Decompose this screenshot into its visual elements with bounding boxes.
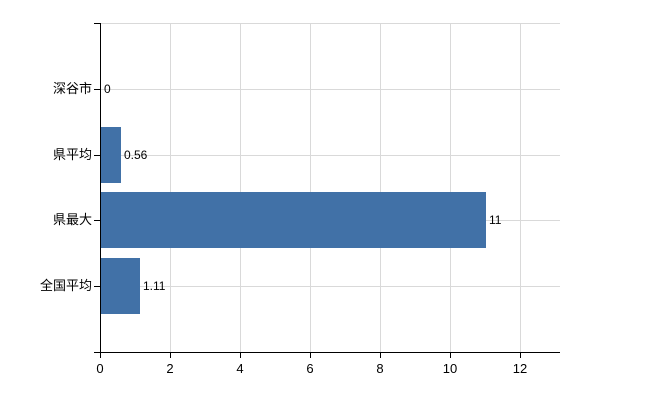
- x-axis-line: [94, 352, 560, 353]
- x-gridline: [520, 23, 522, 352]
- x-axis-tick: [170, 353, 171, 358]
- y-gridline: [100, 286, 560, 287]
- x-tick-label: 10: [442, 361, 458, 376]
- x-tick-label: 12: [512, 361, 528, 376]
- bar-県最大: [101, 192, 486, 248]
- category-label: 深谷市: [52, 81, 92, 96]
- x-gridline: [170, 23, 171, 352]
- y-gridline: [100, 155, 560, 156]
- category-label: 全国平均: [39, 278, 92, 293]
- value-label: 0: [104, 82, 111, 96]
- x-axis-tick: [380, 353, 381, 358]
- y-gridline: [100, 89, 560, 90]
- bar-全国平均: [101, 258, 140, 314]
- x-axis-tick: [240, 353, 241, 358]
- x-tick-label: 6: [306, 361, 314, 376]
- x-gridline: [450, 23, 452, 352]
- x-axis-tick: [520, 353, 521, 358]
- category-label: 県平均: [52, 147, 92, 162]
- y-axis-tick: [94, 89, 100, 90]
- y-axis-tick: [94, 286, 100, 287]
- x-tick-label: 0: [96, 361, 104, 376]
- x-gridline: [380, 23, 382, 352]
- x-tick-label: 2: [166, 361, 174, 376]
- y-axis-tick: [94, 220, 100, 221]
- y-axis-line: [100, 23, 101, 353]
- y-axis-tick: [94, 23, 100, 24]
- x-gridline: [310, 23, 312, 352]
- bar-県平均: [101, 127, 121, 183]
- value-label: 1.11: [143, 279, 166, 293]
- value-label: 0.56: [124, 148, 148, 162]
- category-label: 県最大: [52, 212, 92, 227]
- x-tick-label: 4: [236, 361, 244, 376]
- y-axis-tick: [94, 155, 100, 156]
- x-axis-tick: [450, 353, 451, 358]
- x-gridline: [240, 23, 242, 352]
- value-label: 11: [489, 213, 502, 227]
- x-axis-tick: [100, 353, 101, 358]
- x-tick-label: 8: [376, 361, 384, 376]
- x-axis-tick: [310, 353, 311, 358]
- top-gridline: [100, 23, 560, 24]
